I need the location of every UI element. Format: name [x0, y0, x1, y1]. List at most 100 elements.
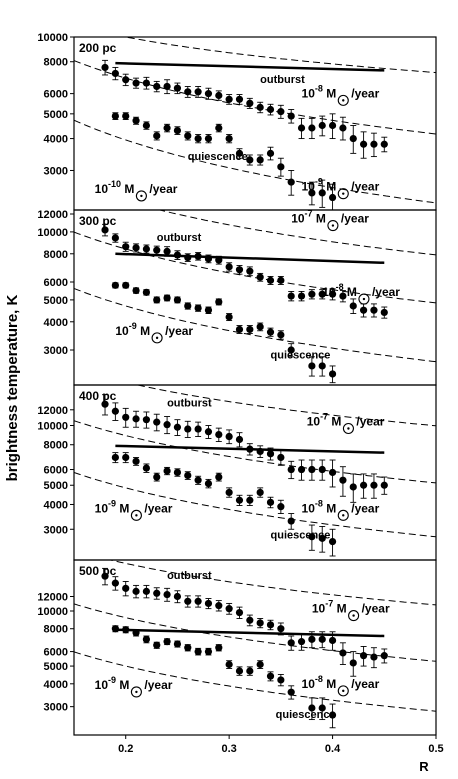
quiescence-data-point	[318, 534, 326, 542]
outburst-data-point	[349, 134, 357, 143]
per-year-label: /year	[351, 677, 379, 691]
panel-2: 3000 4000 5000 6000 8000 10000 12000 300 pc outb…	[37, 209, 437, 386]
quiescence-data-point	[132, 457, 140, 465]
quiescence-data-point	[318, 704, 326, 712]
quiescence-data-point	[215, 644, 223, 652]
y-tick-label: 10000	[37, 421, 68, 433]
outburst-data-point	[184, 425, 192, 433]
quiescence-data-point	[256, 156, 264, 164]
quiescence-data-point	[235, 496, 244, 504]
quiescence-data-point	[215, 124, 223, 132]
outburst-data-point	[132, 244, 140, 252]
outburst-data-point	[360, 481, 368, 489]
outburst-data-point	[225, 263, 233, 271]
outburst-data-point	[277, 625, 285, 633]
quiescence-data-point	[225, 488, 233, 497]
outburst-data-point	[225, 605, 233, 613]
outburst-data-point	[349, 659, 357, 667]
quiescence-data-point	[204, 134, 213, 143]
outburst-data-point	[163, 82, 171, 91]
panel-frame	[73, 384, 437, 561]
solar-mass-icon	[358, 293, 370, 305]
outburst-data-point	[277, 276, 285, 284]
dashed-model-curve-3	[74, 119, 436, 204]
outburst-data-point	[287, 292, 295, 300]
x-tick-label: 0.4	[325, 743, 341, 755]
quiescence-data-point	[246, 325, 254, 334]
quiescence-data-point	[194, 476, 202, 484]
quiescence-data-point	[215, 473, 223, 481]
outburst-data-point	[370, 481, 378, 489]
per-year-label: /year	[351, 501, 379, 515]
y-tick-label: 5000	[44, 480, 68, 492]
y-tick-label: 8000	[44, 57, 68, 69]
outburst-data-point	[101, 63, 109, 72]
outburst-data-point	[142, 587, 150, 595]
y-tick-label: 4000	[44, 134, 68, 146]
x-axis-ticks: 0.2 0.3 0.4 0.5	[118, 735, 444, 755]
quiescence-data-point	[308, 533, 316, 541]
panel-1: 3000 4000 5000 6000 8000 10000 200 pc outburst q…	[37, 32, 437, 211]
panel-frame	[73, 559, 437, 736]
accretion-rate-label: 10-9 M	[302, 177, 337, 194]
outburst-data-point	[163, 247, 171, 255]
y-tick-label: 3000	[44, 702, 68, 714]
quiescence-data-point	[194, 647, 202, 656]
outburst-data-point	[194, 597, 202, 605]
quiescence-data-point	[122, 453, 130, 462]
outburst-data-point	[370, 306, 378, 314]
per-year-label: /year	[149, 182, 177, 196]
quiescence-data-point	[287, 688, 295, 696]
quiescence-data-point	[328, 370, 337, 378]
outburst-data-point	[308, 465, 316, 474]
panel-distance-label: 500 pc	[79, 564, 117, 578]
outburst-data-point	[235, 266, 244, 274]
solar-mass-icon	[348, 610, 360, 622]
accretion-rate-label: 10-7 M	[307, 412, 342, 429]
outburst-data-point	[204, 90, 213, 98]
solar-mass-icon	[342, 422, 354, 435]
outburst-data-point	[287, 639, 295, 647]
quiescence-data-point	[163, 294, 171, 302]
solar-mass-icon	[337, 94, 349, 106]
quiescence-data-point	[111, 281, 119, 289]
quiescence-data-point	[308, 704, 316, 712]
outburst-data-point	[266, 621, 275, 629]
outburst-data-point	[297, 638, 306, 646]
solar-mass-icon-dot	[342, 689, 345, 693]
quiescence-data-point	[277, 331, 285, 339]
dashed-model-curve-2	[74, 60, 436, 135]
outburst-data-point	[163, 590, 171, 599]
outburst-data-point	[246, 99, 254, 107]
outburst-data-point	[287, 465, 295, 474]
quiescence-data-point	[204, 479, 213, 488]
accretion-rate-label: 10-10 M	[95, 179, 135, 196]
per-year-label: /year	[144, 501, 172, 515]
solar-mass-icon	[130, 686, 142, 698]
y-tick-label: 3000	[44, 345, 68, 357]
outburst-data-point	[111, 69, 119, 78]
regime-label: quiescence	[188, 151, 248, 163]
accretion-rate-label: 10-8 M	[322, 282, 357, 299]
outburst-data-point	[380, 652, 388, 660]
outburst-data-point	[277, 108, 285, 116]
y-tick-label: 4000	[44, 679, 68, 691]
outburst-data-point	[360, 306, 368, 314]
solar-mass-icon-dot	[347, 427, 350, 430]
solar-mass-icon	[337, 188, 349, 200]
y-tick-label: 10000	[37, 227, 68, 239]
quiescence-data-point	[235, 667, 244, 675]
outburst-data-point	[256, 619, 264, 627]
quiescence-data-point	[204, 647, 213, 656]
quiescence-data-point	[111, 112, 119, 120]
outburst-data-point	[153, 589, 161, 597]
outburst-data-point	[153, 82, 161, 91]
outburst-data-point	[101, 226, 109, 234]
x-tick-label: 0.3	[221, 743, 236, 755]
outburst-data-point	[318, 121, 326, 130]
outburst-data-point	[142, 79, 150, 87]
quiescence-data-point	[215, 298, 223, 306]
y-tick-label: 8000	[44, 440, 68, 452]
outburst-data-point	[111, 407, 119, 415]
solar-mass-icon-dot	[135, 514, 138, 517]
